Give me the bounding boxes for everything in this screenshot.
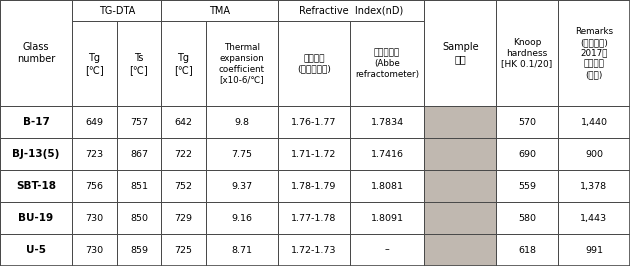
Text: SBT-18: SBT-18 (16, 181, 56, 191)
Text: 9.16: 9.16 (231, 214, 253, 223)
Text: 642: 642 (175, 118, 193, 127)
Text: 690: 690 (518, 150, 536, 159)
Text: 이화정공
(베케라인법): 이화정공 (베케라인법) (297, 54, 331, 74)
Text: 9.37: 9.37 (231, 182, 253, 191)
Text: 723: 723 (85, 150, 103, 159)
Text: –: – (385, 246, 389, 255)
Text: 공주대학교
(Abbe
refractometer): 공주대학교 (Abbe refractometer) (355, 49, 419, 79)
Text: 859: 859 (130, 246, 148, 255)
Text: 580: 580 (518, 214, 536, 223)
Text: TMA: TMA (209, 6, 230, 16)
Text: 1.76-1.77: 1.76-1.77 (291, 118, 336, 127)
Text: 722: 722 (175, 150, 193, 159)
Bar (424, 202, 496, 234)
Bar (424, 170, 496, 202)
Text: Remarks
(원재료비)
2017년
예상단가
(시원): Remarks (원재료비) 2017년 예상단가 (시원) (575, 27, 613, 79)
Text: 1.7416: 1.7416 (370, 150, 404, 159)
Text: Thermal
expansion
coefficient
[x10-6/℃]: Thermal expansion coefficient [x10-6/℃] (219, 43, 265, 85)
Text: 900: 900 (585, 150, 603, 159)
Text: 1.71-1.72: 1.71-1.72 (291, 150, 336, 159)
Bar (424, 138, 496, 170)
Text: BJ-13(5): BJ-13(5) (13, 149, 60, 159)
Text: 752: 752 (175, 182, 193, 191)
Text: TG-DTA: TG-DTA (98, 6, 135, 16)
Text: 730: 730 (85, 214, 103, 223)
Text: 1.8081: 1.8081 (370, 182, 404, 191)
Text: 649: 649 (86, 118, 103, 127)
Text: BU-19: BU-19 (18, 213, 54, 223)
Text: 9.8: 9.8 (234, 118, 249, 127)
Text: Sample
사진: Sample 사진 (442, 42, 479, 64)
Text: Tg
[℃]: Tg [℃] (85, 53, 104, 75)
Text: 1.72-1.73: 1.72-1.73 (291, 246, 336, 255)
Text: 1,440: 1,440 (580, 118, 607, 127)
Text: 1.7834: 1.7834 (370, 118, 404, 127)
Text: Glass
number: Glass number (17, 42, 55, 64)
Text: 618: 618 (518, 246, 536, 255)
Text: Ts
[℃]: Ts [℃] (130, 53, 148, 75)
Text: 1.78-1.79: 1.78-1.79 (291, 182, 336, 191)
Text: 851: 851 (130, 182, 148, 191)
Bar (424, 106, 496, 138)
Text: 559: 559 (518, 182, 536, 191)
Text: 867: 867 (130, 150, 148, 159)
Text: 757: 757 (130, 118, 148, 127)
Text: Knoop
hardness
[HK 0.1/20]: Knoop hardness [HK 0.1/20] (501, 38, 553, 68)
Text: 1,378: 1,378 (580, 182, 607, 191)
Text: 7.75: 7.75 (231, 150, 253, 159)
Text: U-5: U-5 (26, 245, 46, 255)
Text: 1.77-1.78: 1.77-1.78 (291, 214, 336, 223)
Text: 8.71: 8.71 (231, 246, 253, 255)
Text: 991: 991 (585, 246, 603, 255)
Text: 756: 756 (86, 182, 103, 191)
Text: 725: 725 (175, 246, 193, 255)
Text: 850: 850 (130, 214, 148, 223)
Text: Tg
[℃]: Tg [℃] (174, 53, 193, 75)
Text: B-17: B-17 (23, 117, 50, 127)
Text: 1.8091: 1.8091 (370, 214, 404, 223)
Text: 570: 570 (518, 118, 536, 127)
Text: 1,443: 1,443 (580, 214, 607, 223)
Bar (424, 234, 496, 266)
Text: 729: 729 (175, 214, 193, 223)
Text: 730: 730 (85, 246, 103, 255)
Text: Refractive  Index(nD): Refractive Index(nD) (299, 6, 403, 16)
